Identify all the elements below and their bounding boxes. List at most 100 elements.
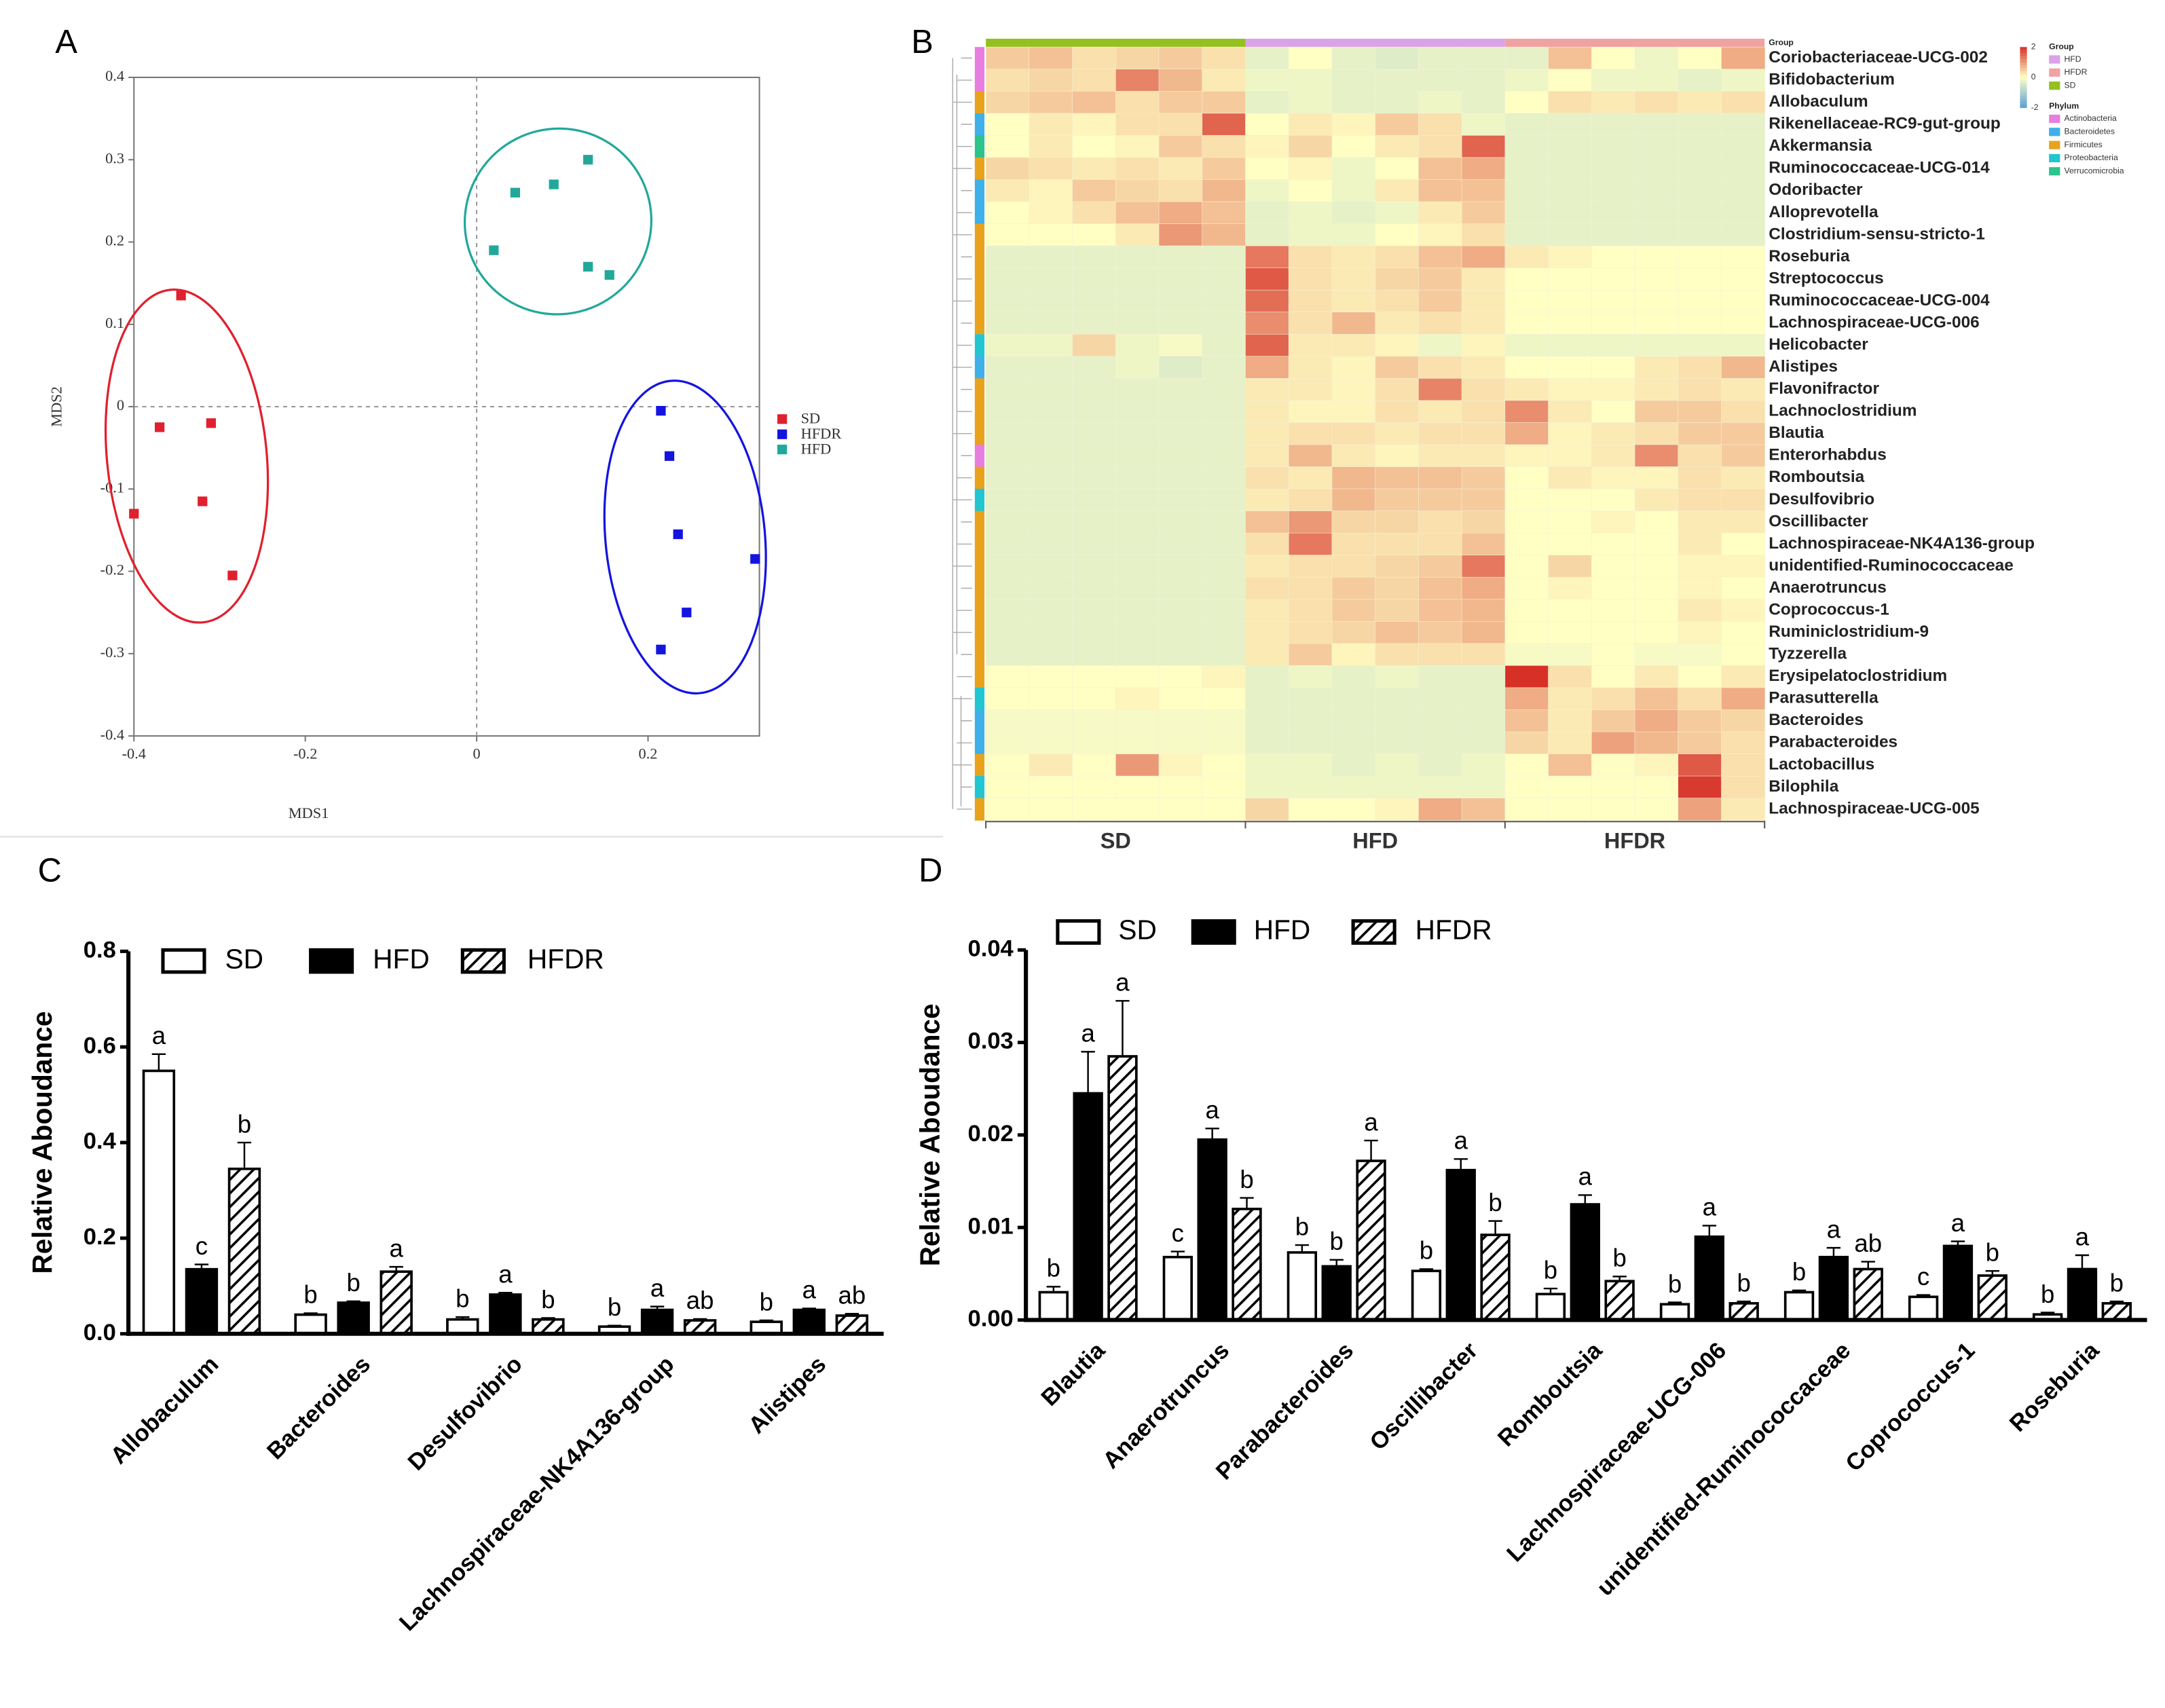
heat-cell	[1548, 532, 1593, 556]
significance-letter: a	[1951, 1209, 1965, 1237]
phylum-bar	[974, 69, 985, 92]
group-ellipse	[463, 127, 653, 316]
heat-cell	[1461, 510, 1506, 534]
x-tick-label: -0.2	[293, 745, 317, 762]
heat-cell	[1115, 687, 1160, 711]
phylum-bar	[974, 47, 985, 70]
significance-letter: b	[1330, 1227, 1344, 1255]
heat-cell	[1029, 333, 1073, 357]
phylum-bar	[974, 400, 985, 424]
heat-cell	[1115, 312, 1160, 335]
heat-cell	[1072, 532, 1117, 556]
heat-cell	[1115, 620, 1160, 644]
heat-cell	[1504, 289, 1549, 313]
heat-cell	[1548, 312, 1593, 335]
heat-cell	[1418, 687, 1463, 711]
legend-label: HFD	[801, 440, 832, 457]
row-label: Odoribacter	[1769, 181, 1863, 199]
heat-cell	[1245, 46, 1290, 70]
heat-cell	[1548, 643, 1593, 667]
heat-cell	[1158, 69, 1203, 92]
heat-cell	[1375, 333, 1420, 357]
point	[510, 187, 521, 198]
heat-cell	[1461, 135, 1506, 158]
heat-cell	[1072, 754, 1117, 777]
heat-cell	[985, 576, 1030, 600]
heat-cell	[1029, 532, 1073, 556]
bar	[1197, 1138, 1227, 1322]
legend-swatch	[777, 414, 788, 424]
legend-swatch	[2049, 114, 2060, 124]
row-label: Enterorhabdus	[1769, 446, 1886, 464]
heat-cell	[1634, 245, 1679, 269]
phylum-bar	[974, 621, 985, 644]
heat-cell	[1115, 267, 1160, 291]
heat-cell	[1375, 91, 1420, 114]
bar	[1162, 1255, 1193, 1322]
heat-cell	[1634, 532, 1679, 556]
error-bar	[692, 1318, 707, 1321]
heat-cell	[1591, 754, 1635, 777]
phylum-bar	[974, 113, 985, 136]
heat-cell	[1375, 665, 1420, 688]
heat-cell	[1288, 599, 1333, 623]
phylum-bar	[974, 91, 985, 114]
heat-cell	[1375, 532, 1420, 556]
group-ellipse	[603, 379, 767, 694]
row-label: Blautia	[1769, 424, 1824, 442]
heat-cell	[1202, 267, 1246, 291]
heat-cell	[1288, 91, 1333, 114]
phylum-bar	[974, 489, 985, 512]
heat-cell	[1029, 356, 1073, 379]
bar	[227, 1167, 261, 1335]
error-bar	[1454, 1158, 1468, 1170]
heat-cell	[1202, 46, 1246, 70]
heat-cell	[1721, 157, 1766, 181]
heat-cell	[1375, 400, 1420, 424]
heat-cell	[985, 356, 1030, 379]
heat-cell	[1504, 731, 1549, 755]
heat-cell	[985, 444, 1030, 468]
error-bar	[1046, 1286, 1060, 1293]
heat-cell	[1678, 157, 1722, 181]
heat-cell	[1245, 798, 1290, 821]
heat-cell	[1548, 444, 1593, 468]
legend-label: HFDR	[2065, 67, 2088, 77]
row-label: Ruminococcaceae-UCG-014	[1769, 159, 1990, 177]
heat-cell	[1029, 157, 1073, 181]
heat-cell	[1418, 731, 1463, 755]
heat-cell	[1202, 576, 1246, 600]
heat-cell	[1461, 378, 1506, 401]
heat-cell	[1072, 798, 1117, 821]
heat-cell	[985, 510, 1030, 534]
heat-cell	[1115, 665, 1160, 688]
heat-cell	[1548, 91, 1593, 114]
heat-cell	[1331, 488, 1376, 512]
y-tick-label: 0.03	[968, 1028, 1014, 1054]
point	[176, 291, 186, 301]
legend-title: Group	[2049, 41, 2074, 51]
panel-label: C	[38, 852, 62, 889]
heat-cell	[1548, 378, 1593, 401]
heat-cell	[1375, 422, 1420, 445]
color-key	[2020, 65, 2027, 69]
x-tick-label: 0.2	[639, 745, 658, 762]
y-axis-title: Relative Aboudance	[26, 1011, 58, 1274]
heat-cell	[1029, 91, 1073, 114]
error-bar	[1950, 1240, 1965, 1246]
heat-cell	[1678, 687, 1722, 711]
heat-cell	[1721, 267, 1766, 291]
significance-letter: b	[303, 1281, 317, 1309]
heat-cell	[1029, 289, 1073, 313]
heat-cell	[985, 46, 1030, 70]
phylum-bar	[974, 422, 985, 445]
row-label: Lachnospiraceae-UCG-006	[1769, 313, 1979, 331]
heat-cell	[1202, 422, 1246, 445]
error-bar	[1488, 1220, 1502, 1236]
heat-cell	[1072, 201, 1117, 225]
heat-cell	[1461, 555, 1506, 578]
heat-cell	[1461, 754, 1506, 777]
heat-cell	[1591, 135, 1635, 158]
y-tick-label: 0.8	[84, 937, 116, 963]
